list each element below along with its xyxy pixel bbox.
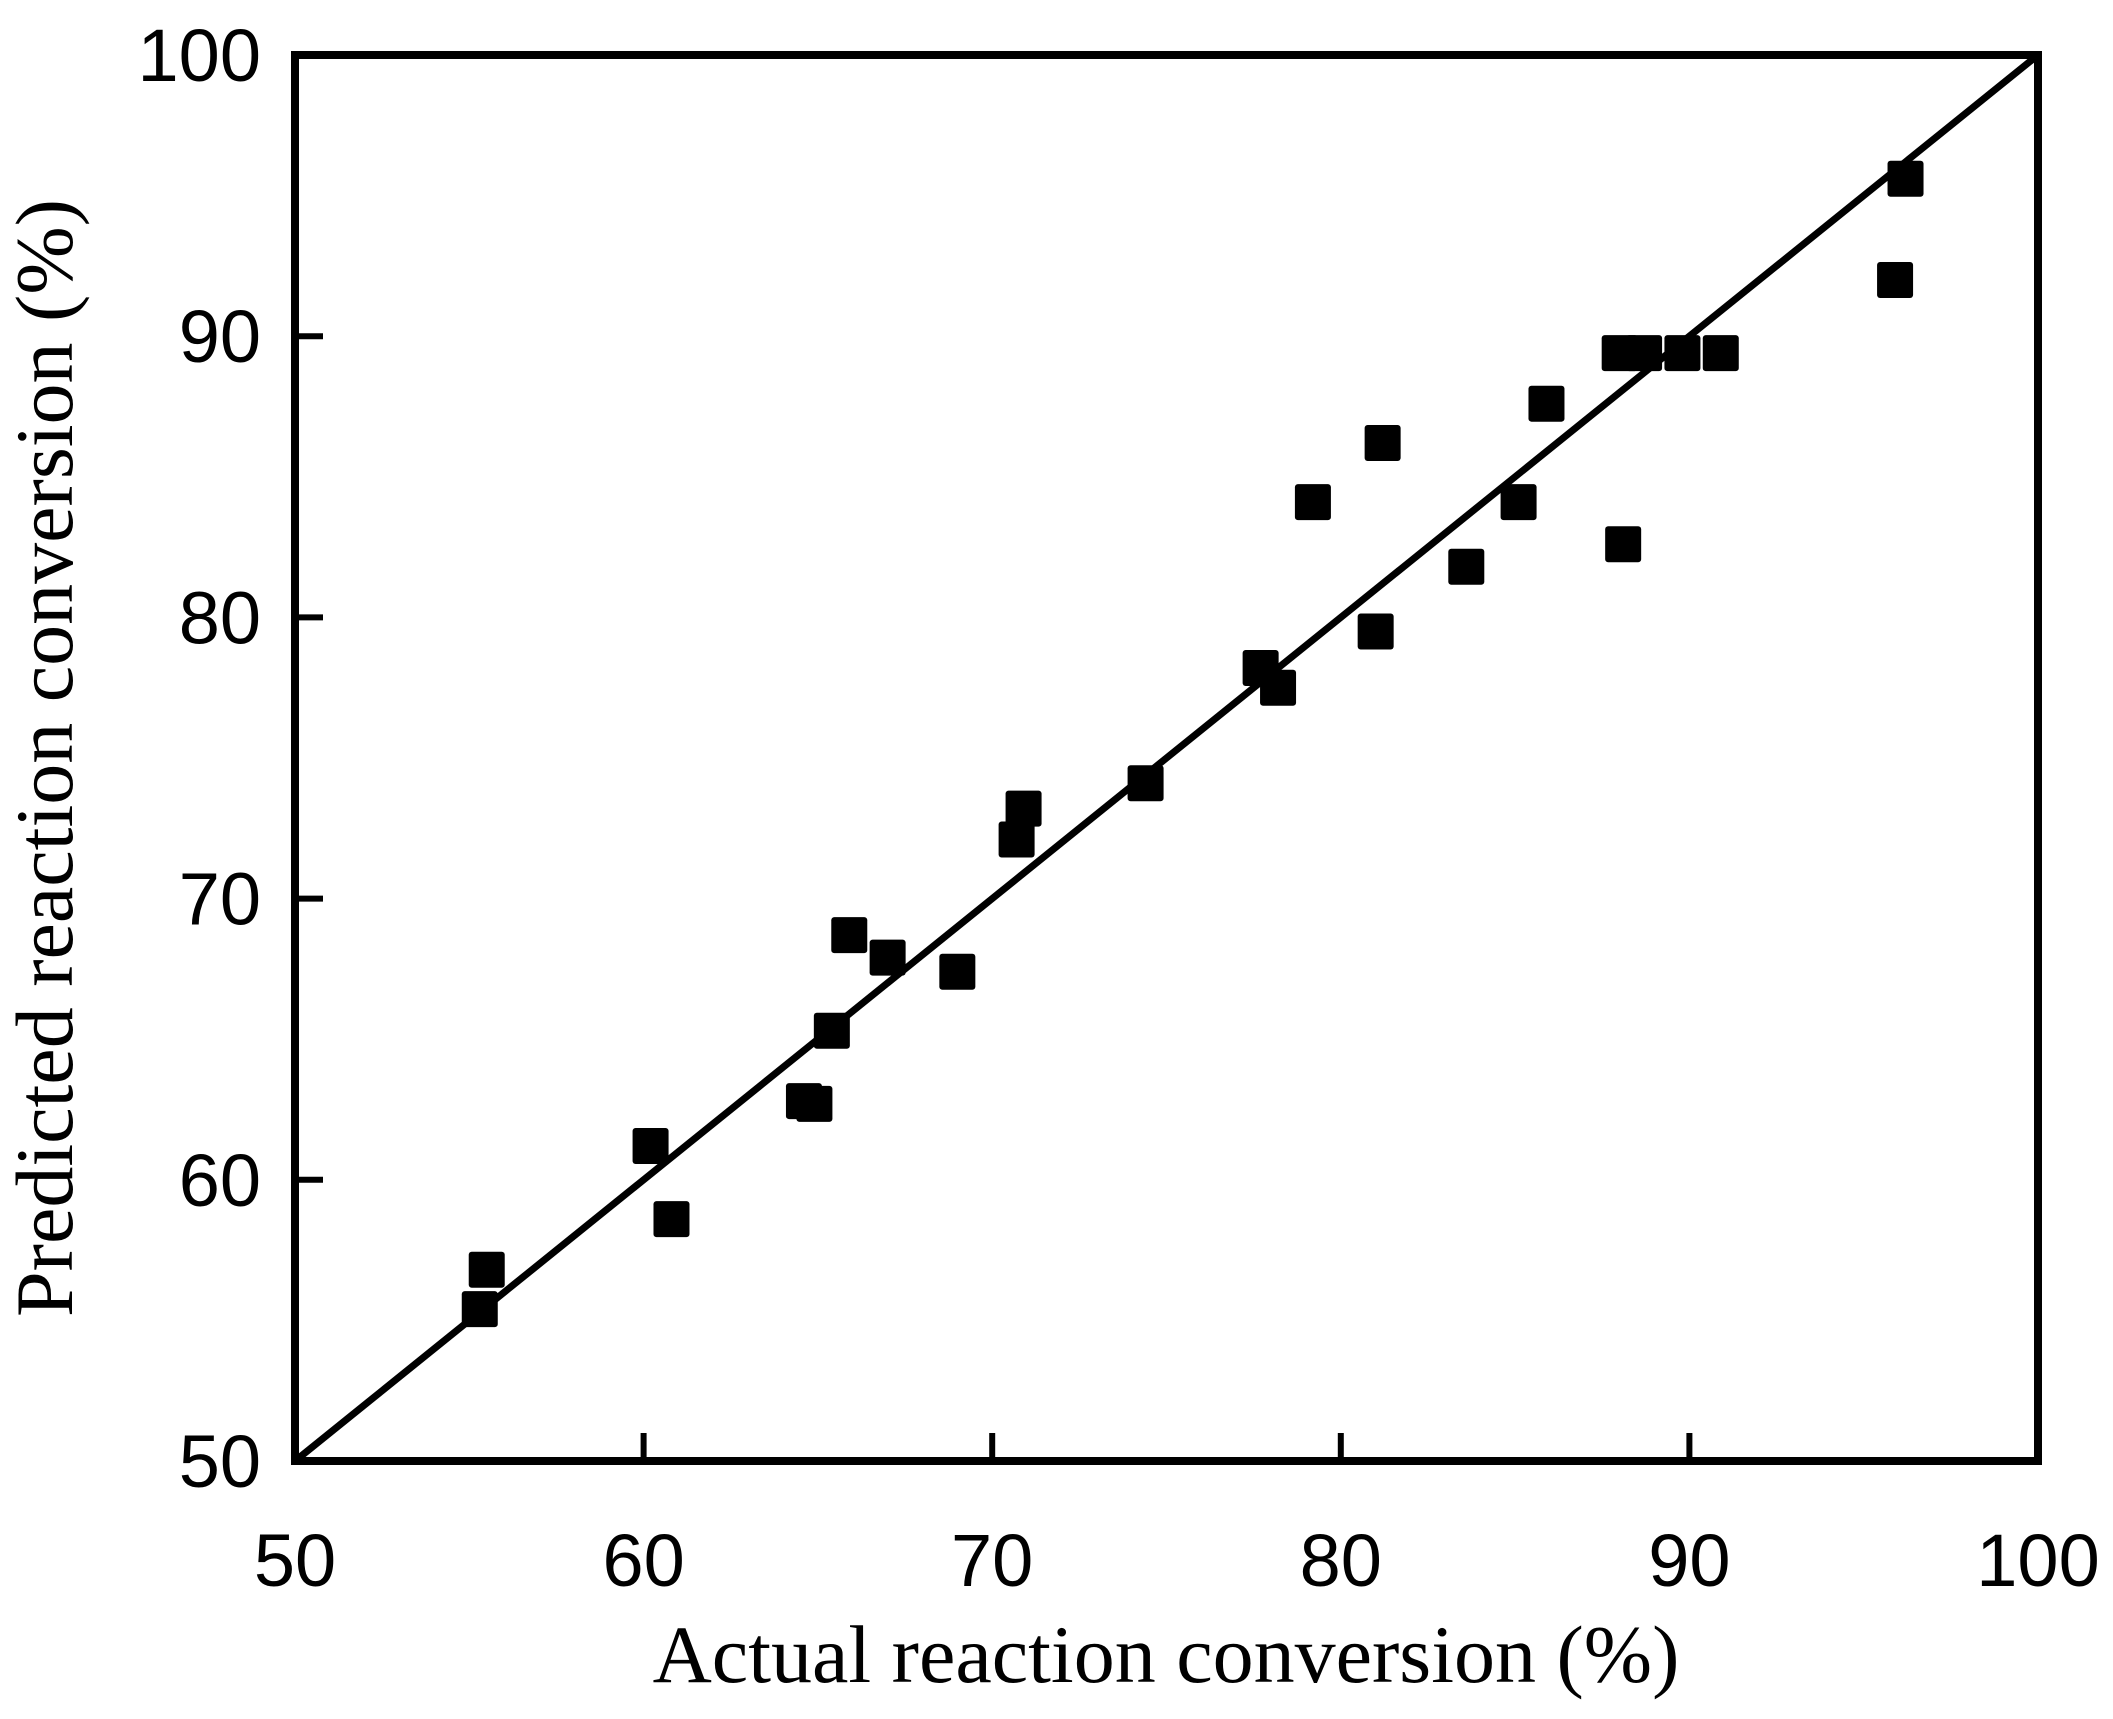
data-point [1887, 160, 1924, 197]
reference-line-layer [292, 52, 2041, 1464]
data-point [796, 1085, 833, 1122]
data-point [1357, 613, 1394, 650]
data-point [831, 917, 868, 954]
data-point [461, 1291, 498, 1328]
data-point [1448, 548, 1485, 585]
data-point [1364, 425, 1401, 462]
x-tick-label: 90 [1648, 1519, 1730, 1602]
x-tick-label: 80 [1300, 1519, 1382, 1602]
data-point [1605, 526, 1642, 563]
y-tick-label: 60 [179, 1139, 261, 1222]
data-point [813, 1012, 850, 1049]
data-point [1702, 335, 1739, 372]
y-tick-label: 90 [179, 295, 261, 378]
x-axis-title: Actual reaction conversion (%) [653, 1609, 1680, 1700]
data-point [1294, 484, 1331, 521]
plot-frame [291, 51, 2042, 1465]
x-tick-label: 70 [951, 1519, 1033, 1602]
x-tick-label: 60 [602, 1519, 684, 1602]
y-tick-label: 50 [179, 1420, 261, 1503]
data-point [1005, 790, 1042, 827]
data-point [869, 939, 906, 976]
data-point [1500, 484, 1537, 521]
data-point [939, 953, 976, 990]
y-tick-label: 100 [138, 14, 261, 97]
data-point [1626, 335, 1663, 372]
data-point [1877, 261, 1914, 298]
x-tick-label: 100 [1976, 1519, 2099, 1602]
y-axis-title: Predicted reaction conversion (%) [0, 199, 90, 1317]
data-point-layer [461, 160, 1924, 1328]
data-point [998, 821, 1035, 858]
y-tick-label: 80 [179, 576, 261, 659]
data-point [468, 1251, 505, 1288]
data-point [1127, 765, 1164, 802]
data-point [653, 1201, 690, 1238]
data-point [1664, 335, 1701, 372]
identity-line [292, 52, 2041, 1464]
data-point [632, 1128, 669, 1165]
data-point [1260, 669, 1297, 706]
y-tick-label: 70 [179, 858, 261, 941]
plot-frame-layer [291, 51, 2042, 1465]
data-point [1528, 385, 1565, 422]
tick-layer: 50 60 70 80 90 100 50 60 70 80 90 100 [138, 14, 2100, 1602]
x-tick-label: 50 [254, 1519, 336, 1602]
